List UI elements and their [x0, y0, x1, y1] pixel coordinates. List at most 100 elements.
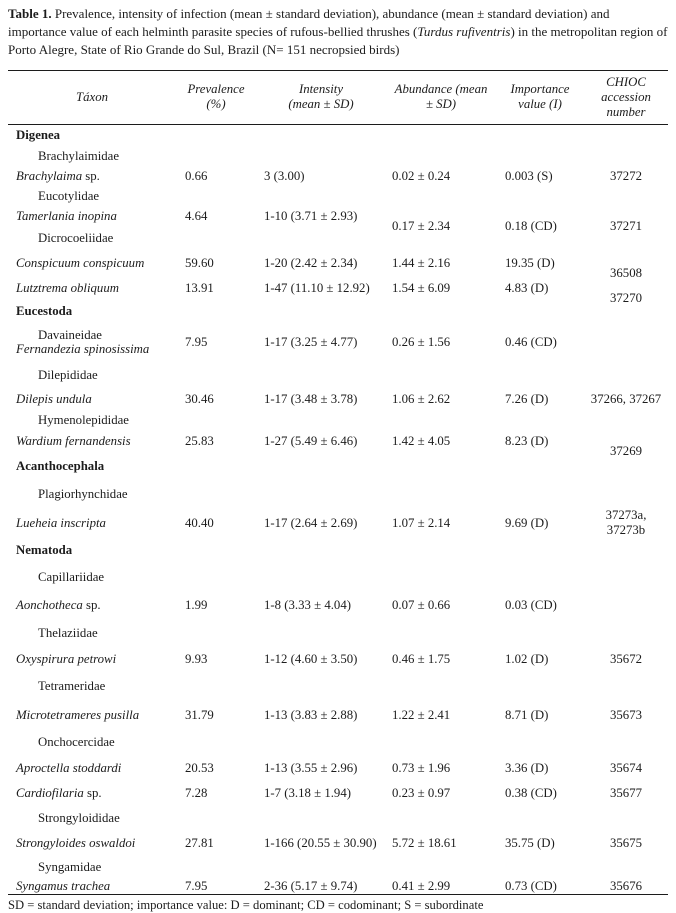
- taxon-family-label: Dicrocoeliidae: [38, 231, 114, 246]
- importance-value: 9.69 (D): [505, 515, 549, 530]
- taxon-cell: Aonchotheca sp.: [8, 592, 176, 620]
- table-row: Plagiorhynchidae: [8, 480, 668, 508]
- taxon-class-label: Eucestoda: [16, 303, 73, 318]
- taxon-cell: Syngamidae: [8, 857, 176, 878]
- taxon-cell: Conspicuum conspicuum: [8, 250, 176, 276]
- intensity-cell: 3 (3.00): [256, 166, 386, 186]
- table-row: Wardium fernandensis 25.83 1-27 (5.49 ± 6.…: [8, 430, 668, 458]
- abundance-cell: 1.22 ± 2.41: [386, 702, 496, 730]
- taxon-species-label: Lutztrema obliquum: [16, 280, 119, 295]
- intensity-value: 1-27 (5.49 ± 6.46): [264, 433, 358, 448]
- intensity-cell: 1-27 (5.49 ± 6.46): [256, 430, 386, 452]
- chioc-cell: [584, 480, 668, 508]
- taxon-family-label: Plagiorhynchidae: [38, 486, 128, 501]
- abundance-value: 1.44 ± 2.16: [392, 255, 451, 270]
- prevalence-cell: 25.83: [176, 430, 256, 452]
- chioc-value: 35676: [610, 878, 642, 893]
- table-row: Strongyloididae: [8, 806, 668, 831]
- intensity-cell: 1-17 (2.64 ± 2.69): [256, 508, 386, 537]
- importance-cell: [496, 730, 584, 756]
- taxon-family-label: Onchocercidae: [38, 735, 115, 750]
- chioc-cell: [584, 564, 668, 592]
- chioc-value: 37269: [610, 443, 642, 458]
- chioc-value: 36508: [610, 265, 642, 280]
- prevalence-cell: [176, 452, 256, 480]
- abundance-value: 0.26 ± 1.56: [392, 334, 451, 349]
- prevalence-value: 9.93: [185, 652, 208, 667]
- column-header-importance: Importance value (I): [496, 70, 584, 125]
- table-row: Eucotylidae: [8, 186, 668, 206]
- abundance-cell: 0.07 ± 0.66: [386, 592, 496, 620]
- importance-cell: 0.38 (CD): [496, 781, 584, 806]
- intensity-value: 1-10 (3.71 ± 2.93): [264, 209, 358, 224]
- chioc-cell: [584, 146, 668, 166]
- taxon-species-label: Conspicuum conspicuum: [16, 255, 145, 270]
- prevalence-cell: [176, 564, 256, 592]
- abundance-cell: [386, 146, 496, 166]
- table-row: Davaineidae Fernandezia spinosissima 7.95 1…: [8, 322, 668, 362]
- abundance-cell: [386, 620, 496, 648]
- taxon-family-label: Eucotylidae: [38, 188, 100, 203]
- prevalence-cell: [176, 480, 256, 508]
- abundance-value: 1.06 ± 2.62: [392, 391, 451, 406]
- importance-value: 7.26 (D): [505, 391, 549, 406]
- caption-text: Prevalence, intensity of infection (mean…: [8, 6, 610, 40]
- importance-cell: [496, 620, 584, 648]
- taxon-cell: Hymenolepididae: [8, 410, 176, 430]
- table-body: Digenea Brachylaimidae Brachylaima sp. 0.66…: [8, 124, 668, 894]
- header-row: Táxon Prevalence (%) Intensity (mean ± S…: [8, 70, 668, 125]
- chioc-cell: 37266, 37267: [584, 388, 668, 410]
- intensity-cell: [256, 730, 386, 756]
- chioc-cell: [584, 322, 668, 362]
- intensity-cell: [256, 620, 386, 648]
- abundance-cell: 0.17 ± 2.34: [386, 206, 496, 233]
- table-caption: Table 1. Prevalence, intensity of infect…: [8, 5, 668, 60]
- prevalence-value: 30.46: [185, 391, 214, 406]
- importance-cell: [496, 146, 584, 166]
- taxon-cell: Dilepis undula: [8, 388, 176, 410]
- intensity-cell: 1-17 (3.48 ± 3.78): [256, 388, 386, 410]
- importance-cell: [496, 806, 584, 831]
- prevalence-value: 0.66: [185, 168, 208, 183]
- taxon-species-label: Syngamus trachea: [16, 878, 111, 893]
- abundance-cell: 0.02 ± 0.24: [386, 166, 496, 186]
- column-header-taxon: Táxon: [8, 70, 176, 125]
- table-row: Strongyloides oswaldoi 27.81 1-166 (20.55 …: [8, 831, 668, 857]
- importance-cell: [496, 300, 584, 322]
- prevalence-cell: [176, 362, 256, 388]
- chioc-cell: 37272: [584, 166, 668, 186]
- table-row: Conspicuum conspicuum 59.60 1-20 (2.42 ± 2…: [8, 250, 668, 280]
- caption-text: ) in the metropolitan region of Porto Al…: [8, 24, 668, 58]
- table-row: Syngamidae: [8, 857, 668, 878]
- chioc-cell: 35676: [584, 878, 668, 895]
- taxon-class-label: Acanthocephala: [16, 458, 105, 473]
- taxon-cell: Eucestoda: [8, 300, 176, 322]
- prevalence-value: 27.81: [185, 836, 214, 851]
- importance-cell: [496, 538, 584, 564]
- taxon-suffix-label: sp.: [83, 785, 102, 800]
- taxon-cell: Tamerlania inopina: [8, 206, 176, 227]
- abundance-value: 0.41 ± 2.99: [392, 878, 451, 893]
- chioc-cell: [584, 730, 668, 756]
- abundance-cell: 0.26 ± 1.56: [386, 322, 496, 362]
- taxon-cell: Wardium fernandensis: [8, 430, 176, 452]
- chioc-cell: 35675: [584, 831, 668, 857]
- taxon-species-label: Dilepis undula: [16, 391, 92, 406]
- importance-cell: 19.35 (D): [496, 250, 584, 276]
- prevalence-cell: 4.64: [176, 206, 256, 227]
- chioc-cell: 37271: [584, 206, 668, 233]
- chioc-cell: [584, 620, 668, 648]
- intensity-cell: 1-17 (3.25 ± 4.77): [256, 322, 386, 362]
- abundance-value: 0.07 ± 0.66: [392, 598, 451, 613]
- prevalence-value: 31.79: [185, 708, 214, 723]
- taxon-family-label: Thelaziidae: [38, 626, 98, 641]
- intensity-cell: 1-20 (2.42 ± 2.34): [256, 250, 386, 276]
- abundance-cell: [386, 124, 496, 146]
- taxon-cell: Strongyloides oswaldoi: [8, 831, 176, 857]
- prevalence-value: 25.83: [185, 433, 214, 448]
- table-row: Eucestoda: [8, 300, 668, 322]
- intensity-cell: 2-36 (5.17 ± 9.74): [256, 878, 386, 895]
- abundance-cell: 0.23 ± 0.97: [386, 781, 496, 806]
- abundance-cell: [386, 362, 496, 388]
- taxon-class-label: Digenea: [16, 128, 61, 143]
